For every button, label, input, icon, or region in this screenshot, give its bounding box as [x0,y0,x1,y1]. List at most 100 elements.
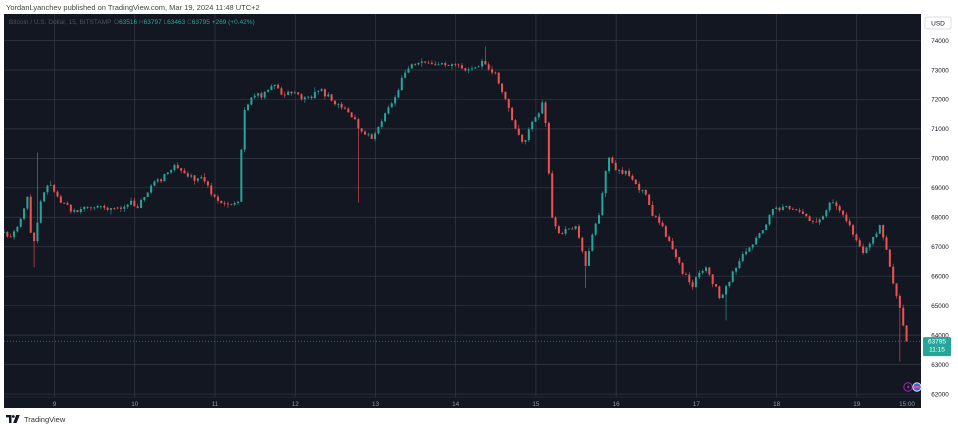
candle-body [357,119,360,129]
candle-body [738,261,741,268]
candle-body [524,140,527,142]
candle-body [263,91,266,98]
y-tick-label: 64000 [931,332,949,339]
candle-body [604,171,607,194]
candle-body [534,117,537,122]
candle-body [628,170,631,176]
candle-body [878,225,881,234]
legend-symbol: Bitcoin / U.S. Dollar, 15, BITSTAMP [9,19,111,26]
candle-body [454,64,457,66]
candle-body [611,157,614,163]
currency-button[interactable] [924,16,952,30]
candle-body [143,197,146,201]
candle-body [213,194,216,197]
candle-body [384,113,387,122]
candle-body [236,201,239,203]
candle-body [190,175,193,177]
candle-body [481,60,484,67]
candle-body [300,94,303,100]
candle-body [758,233,761,238]
candle-body [380,121,383,127]
candle-body [387,107,390,114]
candle-body [547,123,550,174]
currency-label: USD [931,21,945,28]
chart-frame[interactable]: 62000 63000 64000 65000 66000 67000 68000 69000… [2,14,954,408]
candle-body [340,103,343,108]
candle-body [554,217,557,227]
candle-body [226,203,229,205]
candle-body [678,257,681,263]
candle-body [447,65,450,67]
candle-body [721,294,724,298]
candle-body [868,243,871,248]
candle-body [183,170,186,174]
candle-body [323,89,326,97]
y-tick-label: 63000 [931,362,949,369]
candle-body [193,175,196,181]
candle-body [825,210,828,217]
candle-body [210,185,213,195]
replay-controls[interactable] [903,382,922,392]
candle-body [203,177,206,182]
candle-body [49,184,52,186]
candle-body [290,91,293,94]
candle-body [347,108,350,113]
candle-body [130,200,133,205]
candle-body [313,91,316,99]
candle-body [484,60,487,65]
candle-body [507,99,510,108]
price-chart[interactable]: 62000 63000 64000 65000 66000 67000 68000 69000… [2,14,954,408]
candle-body [417,62,420,65]
candle-body [668,236,671,241]
candle-body [123,206,126,209]
candle-body [805,213,808,217]
candle-body [166,172,169,175]
candle-body [684,273,687,275]
candle-body [751,244,754,248]
x-tick-label: 11 [212,401,219,408]
candle-body [571,228,574,230]
candle-body [267,90,270,92]
candle-body [457,64,460,66]
candle-body [83,206,86,210]
candle-body [146,192,149,198]
candle-body [116,207,119,209]
candle-body [13,231,16,238]
candle-body [79,209,82,213]
candle-body [150,185,153,193]
candle-body [741,254,744,262]
candle-body [109,208,112,210]
candle-body [350,112,353,118]
candle-body [845,214,848,222]
candle-body [133,200,136,207]
candle-body [798,210,801,212]
legend-low: 63463 [167,19,185,26]
candle-body [414,64,417,66]
candle-body [708,267,711,275]
candle-body [648,194,651,205]
y-tick-label: 72000 [931,97,949,104]
candle-body [353,117,356,120]
candle-body [795,209,798,211]
candle-body [832,202,835,204]
candle-body [885,237,888,250]
tradingview-logo-icon [6,415,20,423]
candle-body [216,196,219,201]
candle-body [661,222,664,227]
candle-body [514,120,517,129]
candle-body [273,84,276,87]
candle-body [470,68,473,70]
legend-open: 63516 [119,19,137,26]
bar-countdown: 11:15 [929,347,945,354]
x-tick-label: 18 [773,401,781,408]
candle-body [644,190,647,195]
replay-icon[interactable] [903,382,913,392]
x-tick-label: 15 [532,401,540,408]
candle-body [618,170,621,171]
candle-body [691,282,694,288]
y-tick-label: 71000 [931,126,949,133]
candle-body [310,96,313,99]
candle-body [444,63,447,66]
candle-body [63,202,66,204]
candle-body [434,63,437,65]
